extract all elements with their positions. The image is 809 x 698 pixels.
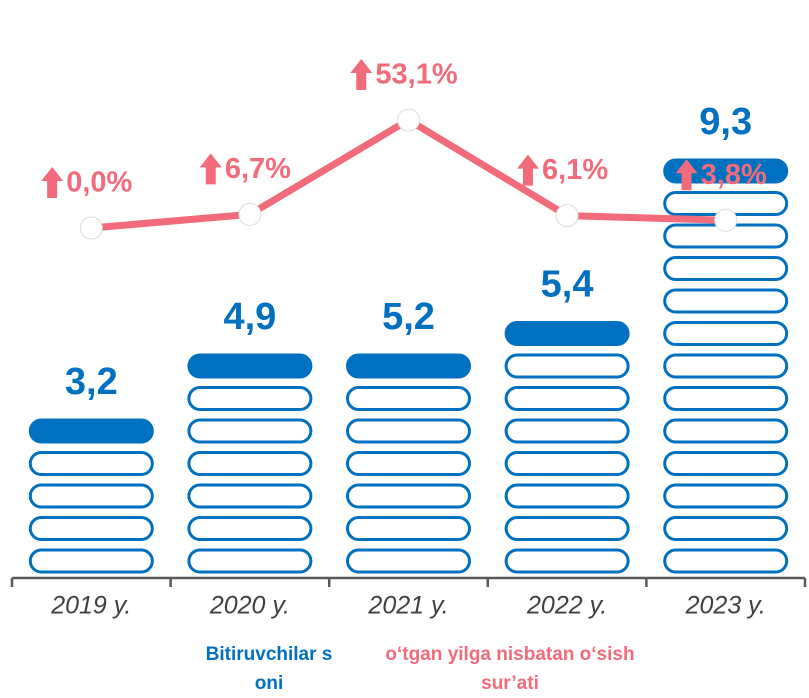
line — [91, 116, 726, 232]
up-arrow — [350, 59, 373, 90]
bar-value-label: 9,3 — [699, 101, 752, 143]
up-arrow — [199, 153, 222, 185]
bar-segment — [28, 516, 154, 541]
bar-segment — [663, 516, 789, 541]
x-tick-label: 2021 y. — [367, 592, 448, 620]
x-tick-label: 2022 y. — [526, 592, 607, 620]
bar-segment — [663, 386, 789, 411]
bar-segment — [346, 418, 471, 444]
line-value-label: 3,8% — [701, 159, 767, 191]
bar-cap — [504, 321, 630, 346]
x-tick-label: 2023 y. — [685, 592, 766, 620]
bar — [187, 353, 313, 574]
legend-line: o‘tgan yilga nisbatan o‘sish sur’ati — [385, 644, 635, 694]
bar-segment — [663, 483, 789, 509]
bar-segment — [346, 451, 471, 476]
line-point — [555, 204, 579, 228]
bar-segment — [187, 548, 313, 574]
bar-segment — [663, 548, 789, 574]
bar-segment — [663, 288, 789, 314]
bar-segment — [346, 386, 471, 411]
bar-cap — [187, 353, 313, 379]
bar-segment — [187, 386, 313, 411]
bar-segment — [346, 516, 471, 541]
bar-value-label: 5,2 — [382, 296, 435, 338]
bar-segment — [663, 256, 789, 281]
legend-bars: Bitiruvchilar soni — [205, 644, 333, 694]
line-value-label: 53,1% — [375, 59, 457, 91]
bar-segment — [504, 386, 630, 411]
bar-segment — [504, 353, 630, 379]
bar-segment — [504, 451, 630, 476]
line-point — [79, 216, 103, 240]
bar-value-label: 4,9 — [223, 296, 276, 338]
bar-segment — [663, 451, 789, 476]
bar-segment — [663, 353, 789, 379]
bar-segment — [28, 451, 154, 476]
line-value-label: 0,0% — [66, 167, 132, 199]
bar-segment — [346, 483, 471, 509]
bar-segment — [346, 548, 471, 574]
bar-cap — [663, 158, 789, 184]
bar — [663, 158, 789, 574]
bar-segment — [187, 418, 313, 444]
bar-segment — [504, 483, 630, 509]
bar — [28, 418, 154, 574]
bar-segment — [504, 516, 630, 541]
bar-segment — [504, 548, 630, 574]
x-tick-label: 2020 y. — [209, 592, 290, 620]
bar — [504, 321, 630, 574]
line-point — [714, 208, 738, 232]
bar-segment — [187, 483, 313, 509]
up-arrow — [41, 167, 64, 198]
up-arrow — [675, 159, 698, 191]
bar-segment — [187, 516, 313, 541]
line-point — [238, 202, 262, 226]
bar-segment — [663, 418, 789, 444]
bar-segment — [663, 321, 789, 346]
bar-segment — [504, 418, 630, 444]
line-value-label: 6,7% — [225, 153, 291, 185]
bar-segment — [28, 548, 154, 574]
bar-value-label: 3,2 — [65, 361, 118, 403]
x-tick-label: 2019 y. — [50, 592, 131, 620]
line-value-label: 6,1% — [542, 154, 608, 186]
bar-cap — [28, 418, 154, 444]
up-arrow — [516, 154, 539, 186]
line-point — [397, 108, 420, 132]
bar-segment — [187, 451, 313, 476]
bar-cap — [346, 353, 471, 379]
bar-segment — [28, 483, 154, 509]
bar — [346, 353, 471, 574]
bar-value-label: 5,4 — [541, 264, 594, 306]
